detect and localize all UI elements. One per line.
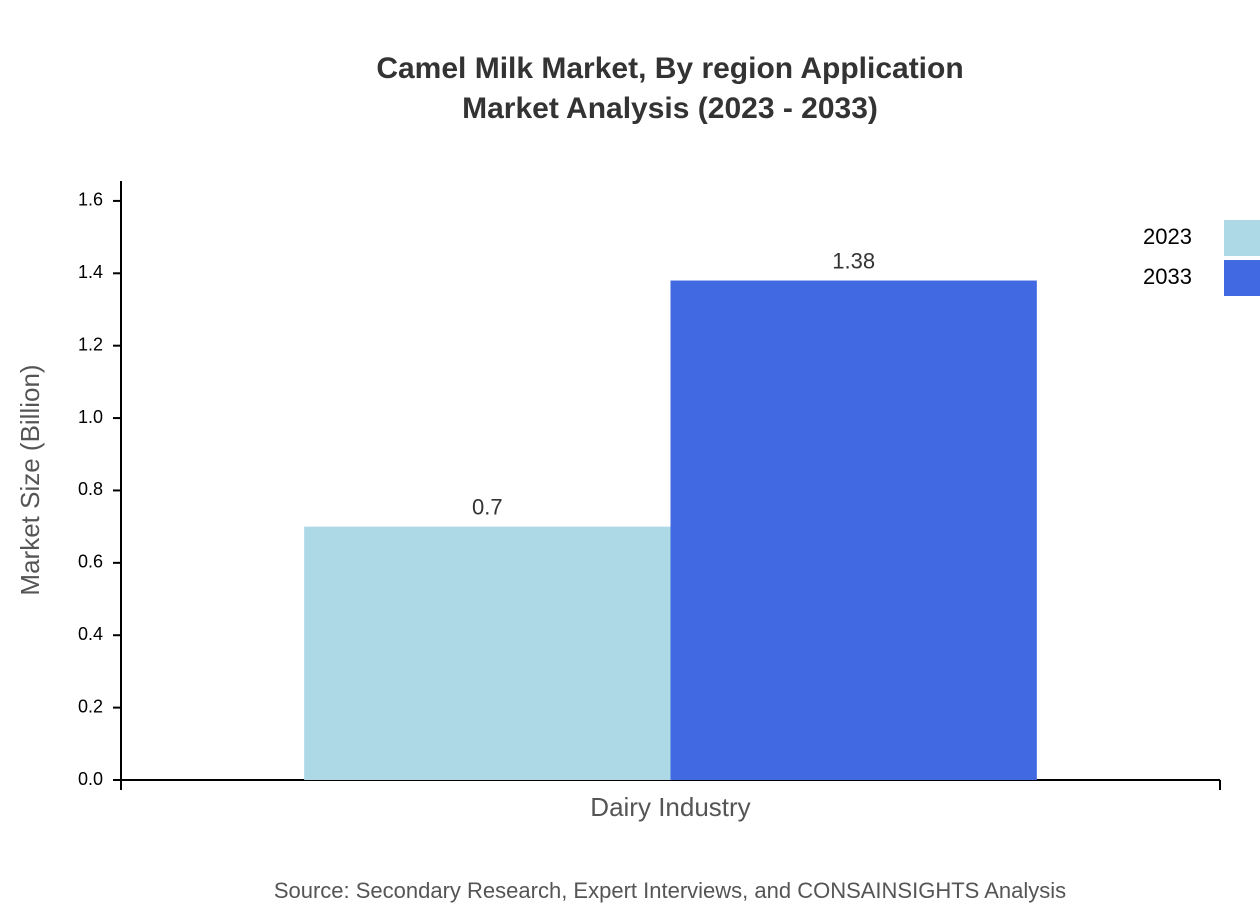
- legend-label: 2033: [1143, 264, 1192, 289]
- y-tick-label: 1.2: [78, 334, 103, 354]
- value-label: 0.7: [472, 494, 503, 519]
- y-tick-label: 0.2: [78, 696, 103, 716]
- legend-label: 2023: [1143, 224, 1192, 249]
- source: Source: Secondary Research, Expert Inter…: [274, 878, 1066, 903]
- legend-swatch: [1224, 220, 1260, 256]
- chart-title: Camel Milk Market, By region Application: [376, 52, 963, 85]
- legend-swatch: [1224, 260, 1260, 296]
- bar: [670, 280, 1037, 780]
- value-label: 1.38: [832, 248, 875, 273]
- bar: [304, 526, 671, 780]
- y-tick-label: 1.4: [78, 262, 103, 282]
- y-tick-label: 1.0: [78, 407, 103, 427]
- x-tick-label: Dairy Industry: [590, 792, 750, 822]
- y-tick-label: 0.4: [78, 624, 103, 644]
- y-tick-label: 0.8: [78, 479, 103, 499]
- y-tick-label: 1.6: [78, 190, 103, 210]
- chart-title: Market Analysis (2023 - 2033): [462, 92, 878, 125]
- y-tick-label: 0.6: [78, 552, 103, 572]
- y-axis-label: Market Size (Billion): [15, 364, 45, 595]
- y-tick-label: 0.0: [78, 769, 103, 789]
